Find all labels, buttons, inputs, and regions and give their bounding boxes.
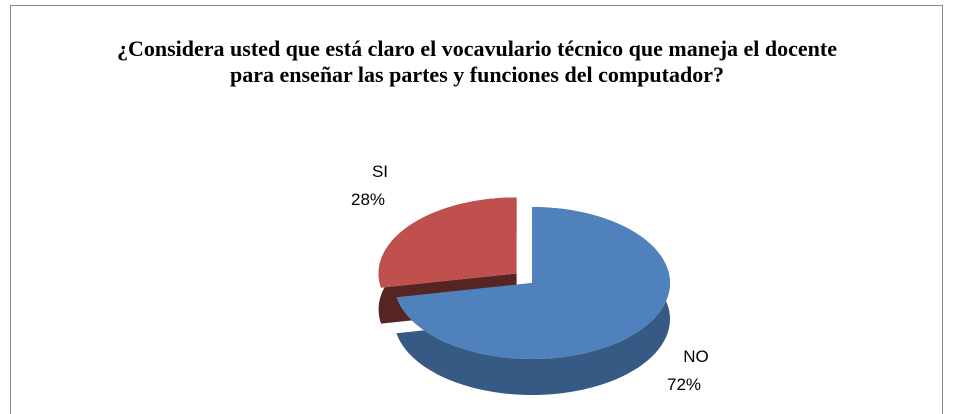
category-label: SI: [372, 162, 388, 181]
value-label: 28%: [351, 190, 385, 209]
chart-frame: [10, 5, 943, 414]
pie-slice: [396, 207, 670, 359]
category-label: NO: [683, 347, 709, 366]
value-label: 72%: [667, 375, 701, 394]
pie-slice: [378, 197, 517, 288]
chart-title: ¿Considera usted que está claro el vocav…: [117, 36, 838, 87]
